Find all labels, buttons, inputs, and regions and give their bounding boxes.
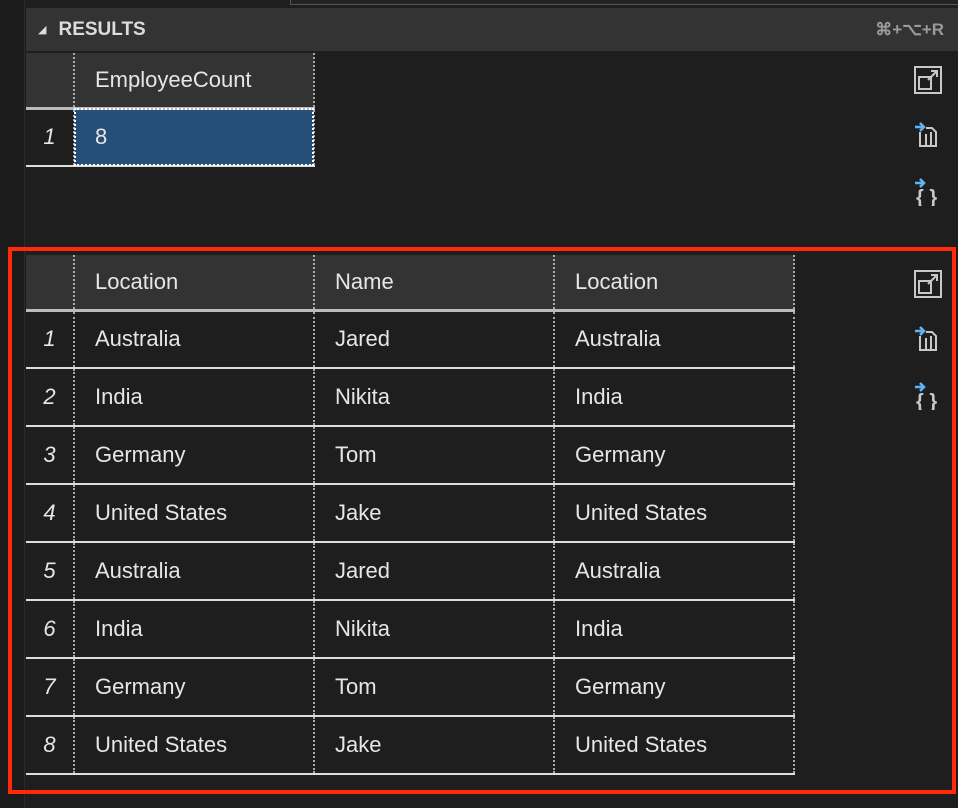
row-number: 7 xyxy=(26,658,75,717)
table-cell[interactable]: Germany xyxy=(74,658,315,717)
collapse-triangle-icon[interactable]: ◢ xyxy=(38,24,47,36)
table-cell[interactable]: Jared xyxy=(314,310,555,369)
table-cell[interactable]: United States xyxy=(554,484,795,543)
save-as-json-icon[interactable]: { } xyxy=(914,382,942,410)
table-row: 2 India Nikita India xyxy=(26,368,795,427)
table-cell[interactable]: United States xyxy=(74,716,315,775)
table-cell[interactable]: India xyxy=(74,600,315,659)
table-cell[interactable]: Jake xyxy=(314,716,555,775)
results-grid-2[interactable]: Location Name Location 1 Australia Jared Au… xyxy=(26,255,795,775)
grid-2-actions: { } xyxy=(914,270,942,410)
table-cell[interactable]: Australia xyxy=(74,310,315,369)
row-number: 2 xyxy=(26,368,75,427)
save-as-csv-icon[interactable] xyxy=(914,326,942,354)
save-as-json-icon[interactable]: { } xyxy=(914,178,942,206)
editor-edge xyxy=(290,0,958,5)
row-number-header xyxy=(26,53,75,108)
column-header[interactable]: Location xyxy=(74,255,315,310)
table-cell[interactable]: Nikita xyxy=(314,600,555,659)
row-number: 6 xyxy=(26,600,75,659)
table-cell[interactable]: Australia xyxy=(554,542,795,601)
table-cell[interactable]: Australia xyxy=(74,542,315,601)
table-cell[interactable]: Tom xyxy=(314,426,555,485)
save-as-csv-icon[interactable] xyxy=(914,122,942,150)
grid-1-actions: { } xyxy=(914,66,942,206)
table-row: 8 United States Jake United States xyxy=(26,716,795,775)
results-header[interactable]: ◢ RESULTS ⌘+⌥+R xyxy=(26,8,958,51)
column-header[interactable]: Name xyxy=(314,255,555,310)
table-row: 6 India Nikita India xyxy=(26,600,795,659)
row-number: 8 xyxy=(26,716,75,775)
results-grid-1[interactable]: EmployeeCount 1 8 xyxy=(26,53,315,167)
svg-text:{ }: { } xyxy=(916,187,937,206)
table-cell[interactable]: United States xyxy=(74,484,315,543)
results-title: RESULTS xyxy=(58,18,146,40)
table-row: 5 Australia Jared Australia xyxy=(26,542,795,601)
table-cell[interactable]: Australia xyxy=(554,310,795,369)
row-number: 1 xyxy=(26,108,75,167)
table-row: 7 Germany Tom Germany xyxy=(26,658,795,717)
maximize-icon[interactable] xyxy=(914,270,942,298)
row-number: 1 xyxy=(26,310,75,369)
table-cell[interactable]: Germany xyxy=(554,426,795,485)
table-row: 3 Germany Tom Germany xyxy=(26,426,795,485)
table-cell[interactable]: India xyxy=(74,368,315,427)
table-cell[interactable]: Tom xyxy=(314,658,555,717)
column-header[interactable]: Location xyxy=(554,255,795,310)
table-cell[interactable]: India xyxy=(554,600,795,659)
row-number: 5 xyxy=(26,542,75,601)
table-cell[interactable]: Jared xyxy=(314,542,555,601)
row-number: 4 xyxy=(26,484,75,543)
selected-cell[interactable]: 8 xyxy=(74,108,315,167)
table-cell[interactable]: India xyxy=(554,368,795,427)
row-number: 3 xyxy=(26,426,75,485)
left-gutter xyxy=(0,0,25,808)
table-cell[interactable]: Nikita xyxy=(314,368,555,427)
table-cell[interactable]: Germany xyxy=(554,658,795,717)
table-row: 1 Australia Jared Australia xyxy=(26,310,795,369)
table-cell[interactable]: United States xyxy=(554,716,795,775)
svg-text:{ }: { } xyxy=(916,391,937,410)
column-header[interactable]: EmployeeCount xyxy=(74,53,315,108)
table-cell[interactable]: Jake xyxy=(314,484,555,543)
table-cell[interactable]: Germany xyxy=(74,426,315,485)
table-row: 4 United States Jake United States xyxy=(26,484,795,543)
keyboard-shortcut: ⌘+⌥+R xyxy=(875,19,944,39)
table-row: 1 8 xyxy=(26,108,315,167)
maximize-icon[interactable] xyxy=(914,66,942,94)
row-number-header xyxy=(26,255,75,310)
